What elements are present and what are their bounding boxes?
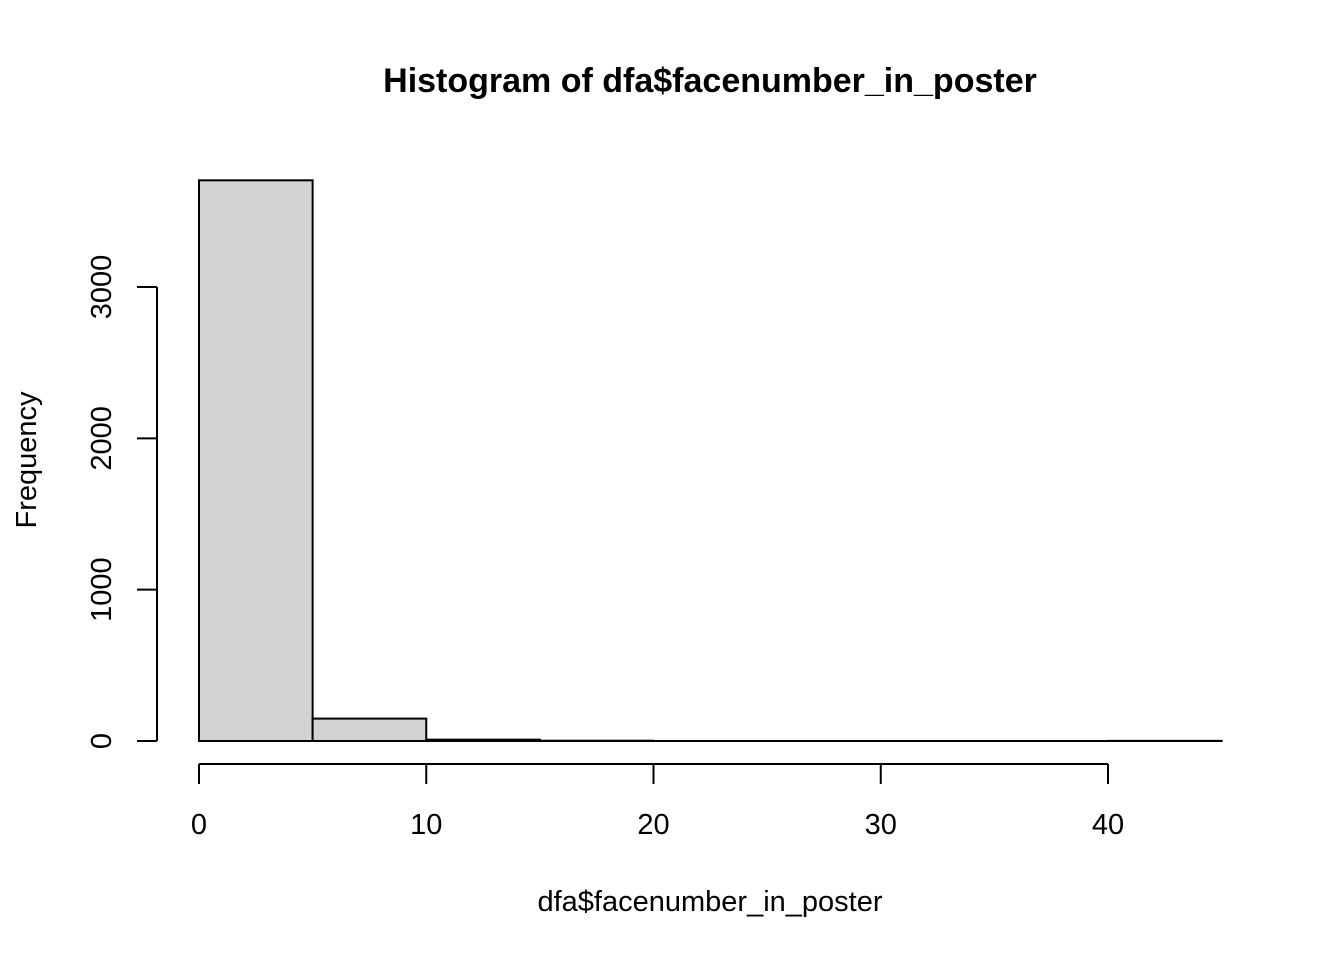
y-axis: 0 1000 2000 3000 (86, 255, 158, 749)
histogram-bar-1 (311, 717, 428, 742)
x-tick-label-1: 10 (410, 809, 442, 841)
x-tick-label-3: 30 (865, 809, 897, 841)
x-tick-label-0: 0 (191, 809, 207, 841)
y-axis-label: Frequency (11, 391, 43, 529)
y-tick-label-0: 0 (86, 733, 118, 749)
x-axis-label: dfa$facenumber_in_poster (537, 886, 882, 918)
histogram-bar-0 (198, 179, 314, 742)
chart-title: Histogram of dfa$facenumber_in_poster (383, 62, 1037, 100)
y-tick-label-3: 3000 (86, 255, 118, 320)
x-tick-label-4: 40 (1092, 809, 1124, 841)
histogram-bars (198, 179, 1223, 743)
y-tick-label-2: 2000 (86, 406, 118, 471)
y-tick-label-1: 1000 (86, 557, 118, 622)
x-tick-label-2: 20 (637, 809, 669, 841)
x-axis: 0 10 20 30 40 (191, 763, 1124, 841)
